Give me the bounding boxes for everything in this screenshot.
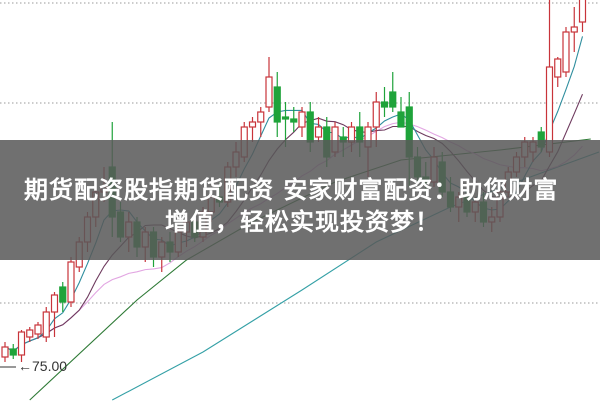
candle-up bbox=[578, 0, 587, 23]
candle-down bbox=[9, 348, 17, 356]
candle-up bbox=[554, 58, 562, 78]
banner-title-line2: 增值，轻松实现投资梦！ bbox=[165, 208, 440, 236]
candle-down bbox=[281, 116, 290, 120]
candle-down bbox=[59, 286, 67, 303]
candle-up bbox=[67, 261, 75, 303]
candle-up bbox=[298, 111, 306, 128]
candle-up bbox=[1, 346, 9, 358]
banner-title-line1: 期货配资股指期货配资 安家财富配资：助您财富 bbox=[24, 176, 559, 204]
candle-down bbox=[389, 91, 397, 108]
candle-down bbox=[380, 101, 389, 108]
candle-up bbox=[50, 294, 59, 313]
candle-up bbox=[570, 26, 578, 33]
candle-up bbox=[248, 121, 257, 128]
candle-up bbox=[265, 76, 273, 108]
candle-up bbox=[34, 324, 42, 335]
candle-down bbox=[290, 118, 298, 123]
title-banner: 期货配资股指期货配资 安家财富配资：助您财富 增值，轻松实现投资梦！ bbox=[0, 140, 600, 260]
candle-up bbox=[257, 111, 265, 123]
candle-down bbox=[397, 111, 405, 128]
candle-up bbox=[17, 331, 26, 356]
candle-down bbox=[273, 86, 281, 123]
candle-up bbox=[42, 311, 50, 338]
candle-up bbox=[372, 101, 380, 128]
candle-up bbox=[314, 126, 323, 138]
candle-down bbox=[306, 111, 314, 143]
candle-up bbox=[562, 31, 570, 73]
price-marker-label: ←75.00 bbox=[18, 358, 68, 374]
candle-up bbox=[26, 329, 34, 338]
